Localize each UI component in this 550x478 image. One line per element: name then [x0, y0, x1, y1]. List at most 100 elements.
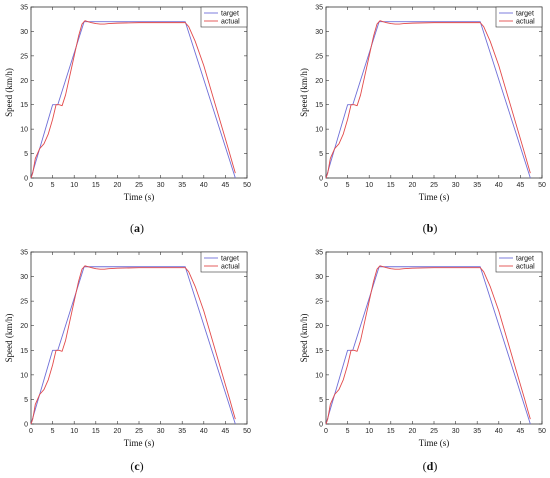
- y-axis-label: Speed (km/h): [299, 68, 309, 117]
- x-tick-label: 30: [157, 182, 165, 189]
- y-tick-label: 25: [315, 53, 323, 60]
- y-tick-label: 15: [315, 348, 323, 355]
- x-tick-label: 45: [517, 428, 525, 435]
- panel-letter: a: [134, 221, 140, 235]
- x-tick-label: 20: [409, 428, 417, 435]
- y-tick-label: 35: [20, 250, 28, 257]
- y-tick-label: 5: [319, 397, 323, 404]
- x-tick-label: 25: [135, 428, 143, 435]
- y-tick-label: 20: [315, 78, 323, 85]
- x-tick-label: 0: [29, 182, 33, 189]
- y-tick-label: 0: [319, 422, 323, 429]
- y-axis-label: Speed (km/h): [4, 68, 14, 117]
- plot-frame: [325, 251, 543, 425]
- legend-box: [495, 251, 543, 273]
- x-tick-label: 30: [452, 182, 460, 189]
- y-axis-label: Speed (km/h): [299, 314, 309, 363]
- y-tick-label: 30: [20, 29, 28, 36]
- series-line-target: [325, 266, 531, 425]
- panel-label: (d): [423, 459, 438, 473]
- plot-frame: [30, 6, 248, 179]
- x-tick-label: 20: [114, 428, 122, 435]
- series-line-target: [30, 266, 236, 425]
- chart-panel-b: 0 5 10 15 20 25 30 35 40 45 50 0 5 10 15 20 25 30 35 Time (…: [299, 5, 546, 236]
- x-tick-label: 0: [29, 428, 33, 435]
- x-tick-label: 5: [346, 182, 350, 189]
- x-axis-label: Time (s): [124, 192, 154, 202]
- x-tick-label: 50: [243, 428, 251, 435]
- x-tick-label: 5: [346, 428, 350, 435]
- x-tick-label: 30: [157, 428, 165, 435]
- x-tick-label: 25: [430, 182, 438, 189]
- x-tick-label: 25: [135, 182, 143, 189]
- x-tick-label: 25: [430, 428, 438, 435]
- series-line-actual: [325, 20, 531, 179]
- legend-label-actual: actual: [221, 263, 240, 270]
- panel-label: (a): [130, 221, 144, 235]
- x-tick-label: 50: [243, 182, 251, 189]
- x-tick-label: 40: [495, 182, 503, 189]
- legend-box: [200, 251, 248, 273]
- panel-letter: b: [427, 221, 434, 235]
- y-tick-label: 25: [20, 53, 28, 60]
- panel-label: (c): [130, 459, 143, 473]
- y-tick-label: 20: [20, 323, 28, 330]
- y-tick-label: 10: [315, 127, 323, 134]
- x-tick-label: 15: [92, 428, 100, 435]
- x-tick-label: 20: [114, 182, 122, 189]
- y-tick-label: 30: [315, 274, 323, 281]
- y-tick-label: 5: [24, 151, 28, 158]
- panel-letter: c: [134, 459, 140, 473]
- series-line-actual: [30, 265, 236, 425]
- y-tick-label: 20: [315, 323, 323, 330]
- x-tick-label: 15: [387, 428, 395, 435]
- legend-label-target: target: [516, 10, 534, 17]
- x-tick-label: 20: [409, 182, 417, 189]
- series-line-target: [325, 21, 531, 179]
- y-tick-label: 5: [24, 397, 28, 404]
- y-tick-label: 10: [315, 372, 323, 379]
- legend-box: [495, 6, 543, 28]
- x-tick-label: 45: [517, 182, 525, 189]
- y-tick-label: 30: [20, 274, 28, 281]
- legend-label-actual: actual: [516, 263, 535, 270]
- y-tick-label: 25: [315, 299, 323, 306]
- y-tick-label: 15: [20, 102, 28, 109]
- x-tick-label: 10: [70, 428, 78, 435]
- y-tick-label: 0: [24, 176, 28, 183]
- legend-label-actual: actual: [221, 18, 240, 25]
- chart-panel-d: 0 5 10 15 20 25 30 35 40 45 50 0 5 10 15 20 25 30 35 Time (…: [299, 250, 546, 474]
- y-tick-label: 10: [20, 127, 28, 134]
- panel-label: (b): [423, 221, 438, 235]
- x-tick-label: 5: [51, 182, 55, 189]
- legend-box: [200, 6, 248, 28]
- series-line-target: [30, 21, 236, 179]
- x-tick-label: 35: [178, 428, 186, 435]
- plot-frame: [325, 6, 543, 179]
- series-line-actual: [30, 20, 236, 179]
- x-tick-label: 10: [365, 182, 373, 189]
- x-tick-label: 45: [222, 428, 230, 435]
- x-axis-label: Time (s): [419, 192, 449, 202]
- x-tick-label: 50: [538, 182, 546, 189]
- panel-letter: d: [427, 459, 434, 473]
- x-tick-label: 10: [365, 428, 373, 435]
- series-line-actual: [325, 265, 531, 425]
- x-tick-label: 40: [200, 428, 208, 435]
- legend-label-target: target: [221, 10, 239, 17]
- y-tick-label: 10: [20, 372, 28, 379]
- x-tick-label: 40: [200, 182, 208, 189]
- x-tick-label: 15: [92, 182, 100, 189]
- x-tick-label: 0: [324, 182, 328, 189]
- y-tick-label: 0: [24, 422, 28, 429]
- y-tick-label: 35: [315, 250, 323, 257]
- y-tick-label: 35: [20, 5, 28, 12]
- y-tick-label: 15: [315, 102, 323, 109]
- y-tick-label: 30: [315, 29, 323, 36]
- y-tick-label: 20: [20, 78, 28, 85]
- chart-panel-a: 0 5 10 15 20 25 30 35 40 45 50 0 5 10 15 20 25 30 35 Time (…: [4, 5, 251, 236]
- y-tick-label: 25: [20, 299, 28, 306]
